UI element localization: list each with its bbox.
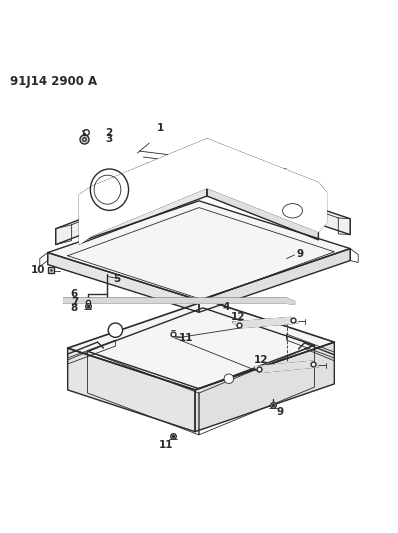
Circle shape — [108, 323, 123, 337]
Polygon shape — [56, 171, 350, 245]
Text: 2: 2 — [105, 128, 113, 138]
Text: 5: 5 — [113, 274, 121, 284]
Text: 9: 9 — [297, 249, 304, 259]
Text: 8: 8 — [71, 303, 78, 313]
Text: 4: 4 — [223, 302, 230, 312]
Text: 11: 11 — [158, 440, 173, 450]
Polygon shape — [233, 318, 298, 328]
Polygon shape — [68, 300, 334, 390]
Text: 9: 9 — [277, 407, 284, 417]
Polygon shape — [68, 348, 195, 432]
Polygon shape — [64, 298, 295, 304]
Polygon shape — [48, 201, 350, 300]
Polygon shape — [80, 139, 326, 209]
Polygon shape — [80, 139, 326, 244]
Polygon shape — [48, 253, 199, 312]
Polygon shape — [80, 143, 207, 244]
Text: 11: 11 — [179, 333, 193, 343]
Polygon shape — [195, 342, 334, 432]
Text: 10: 10 — [31, 265, 46, 274]
Text: 6: 6 — [71, 289, 78, 300]
Text: 91J14 2900 A: 91J14 2900 A — [10, 76, 97, 88]
Text: 12: 12 — [254, 355, 268, 365]
Circle shape — [224, 374, 234, 384]
Text: 7: 7 — [71, 296, 78, 306]
Text: 1: 1 — [157, 123, 164, 133]
Text: 12: 12 — [231, 312, 245, 322]
Polygon shape — [207, 143, 318, 240]
Polygon shape — [199, 248, 350, 312]
Polygon shape — [255, 361, 318, 373]
Ellipse shape — [283, 204, 302, 218]
Text: 3: 3 — [105, 134, 113, 144]
